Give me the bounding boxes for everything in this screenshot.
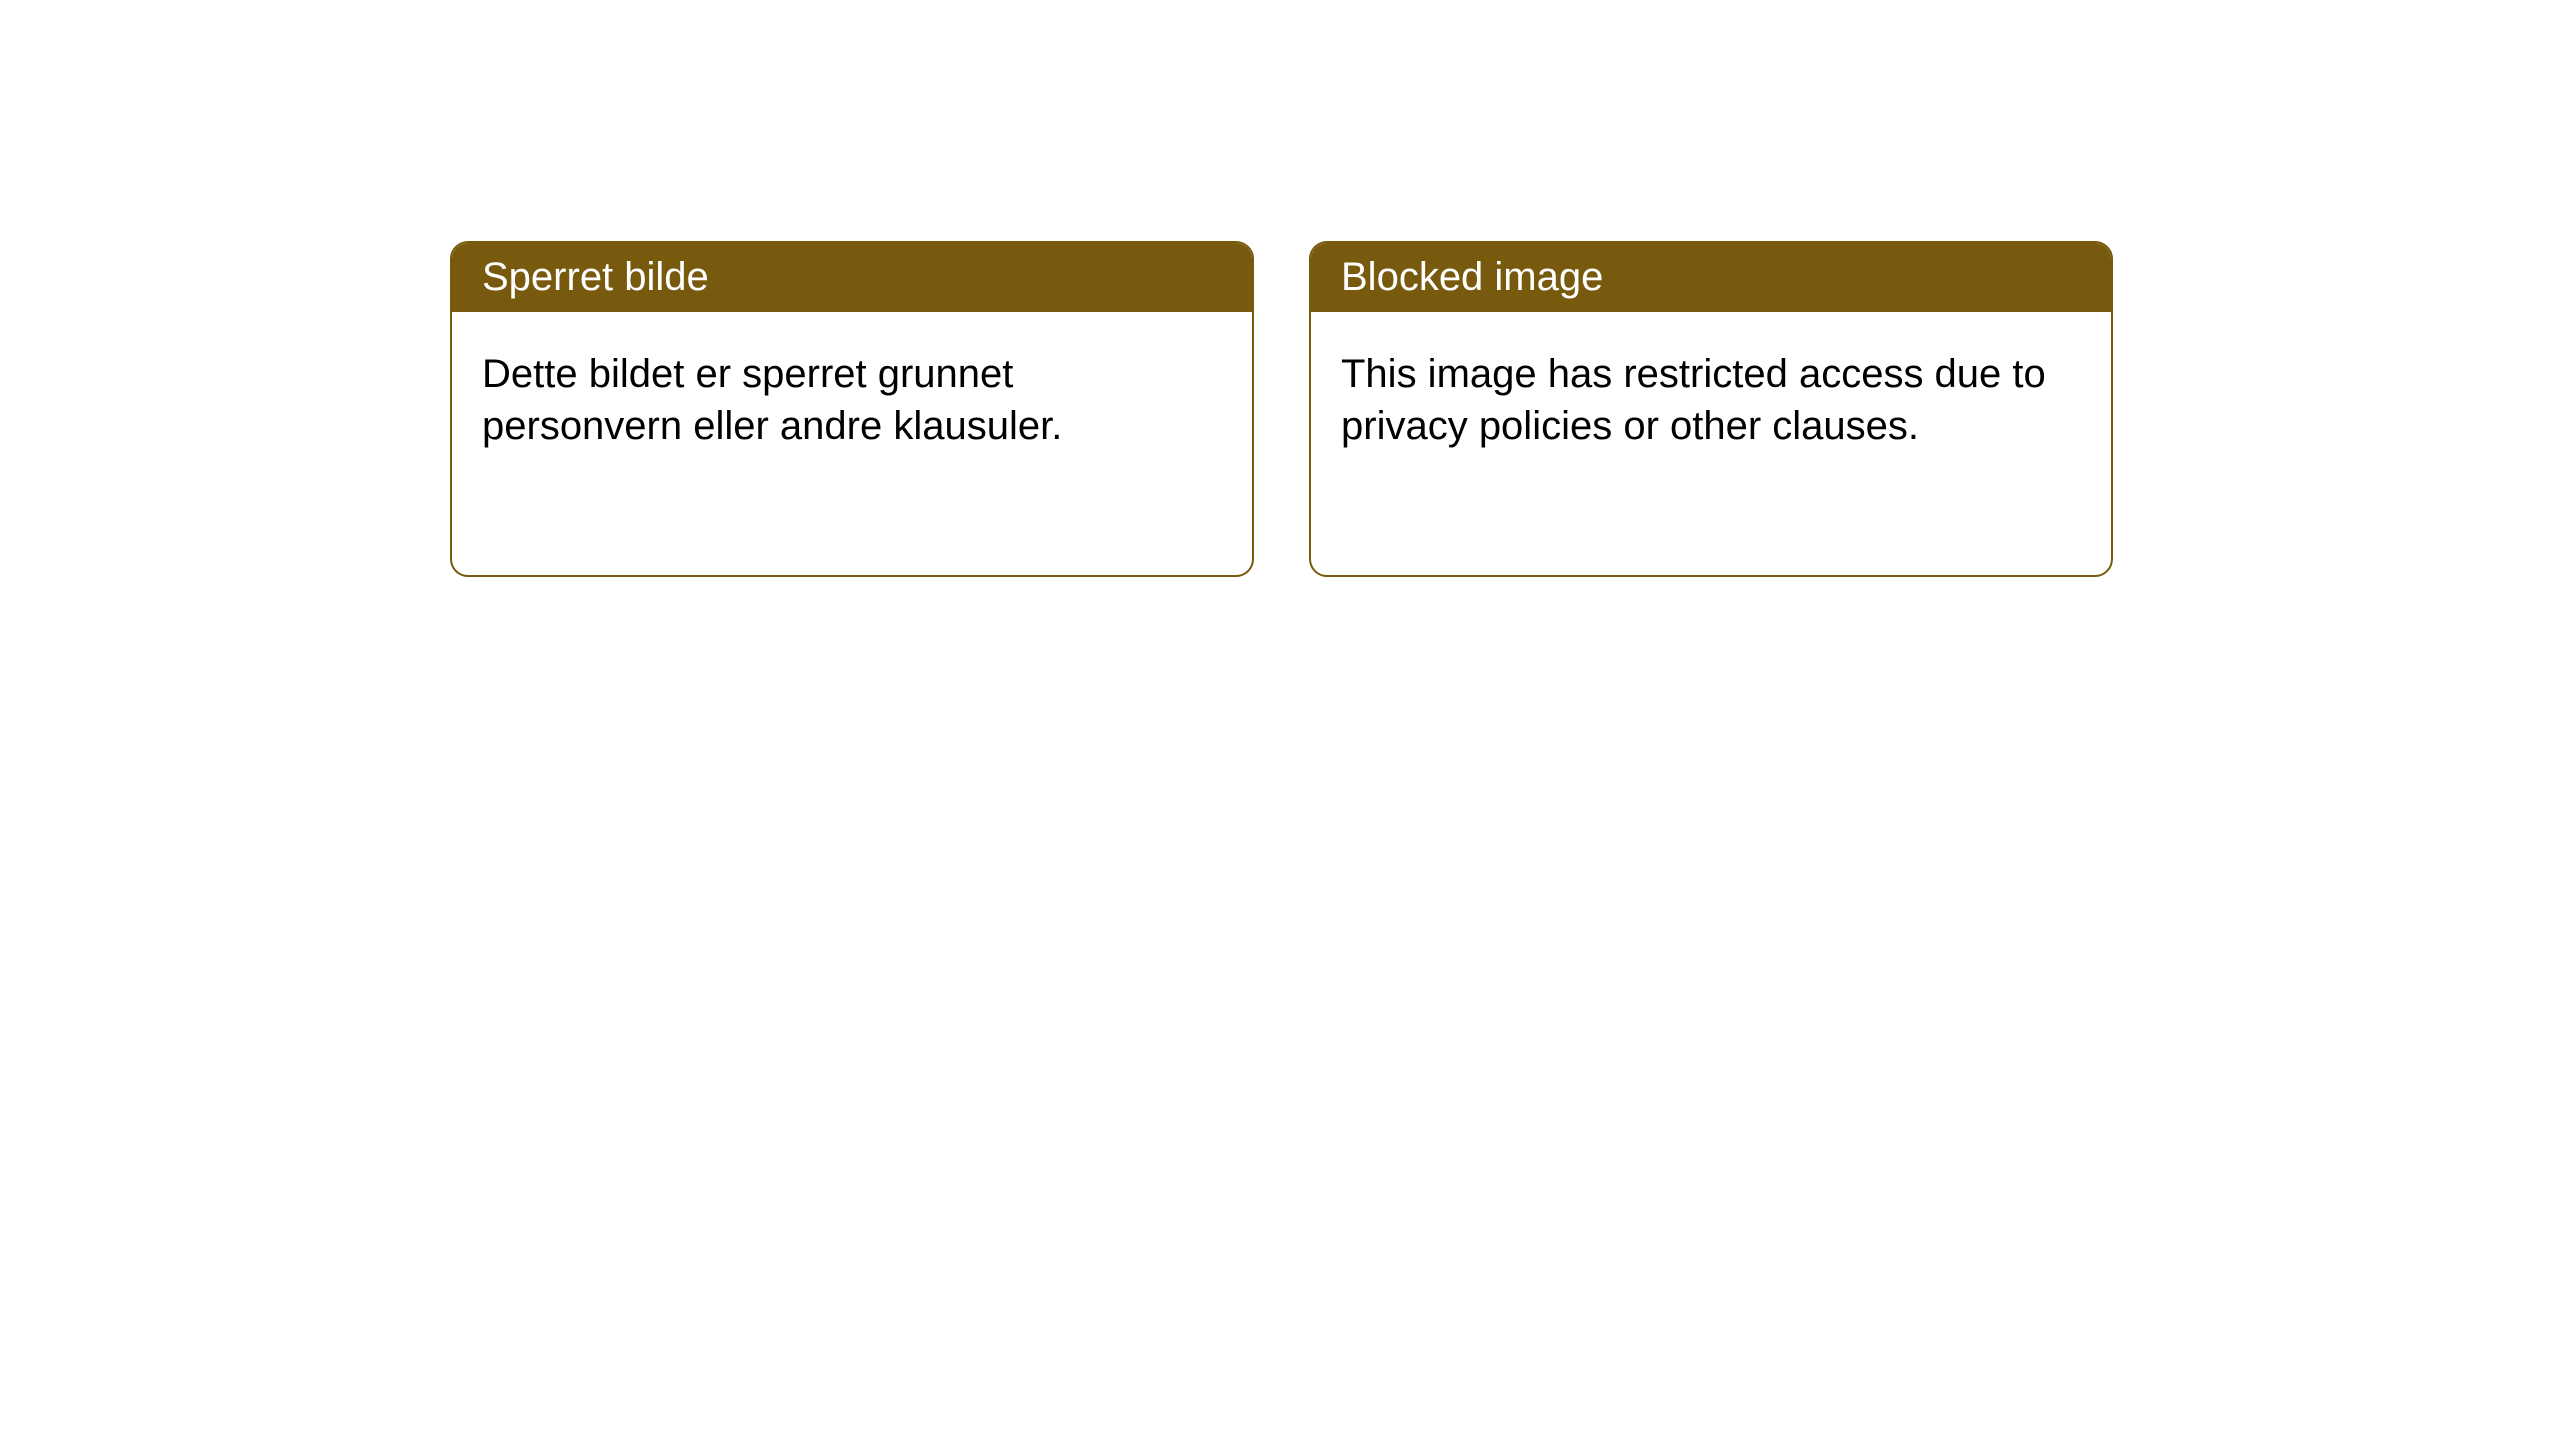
card-body-norwegian: Dette bildet er sperret grunnet personve… (452, 312, 1252, 488)
card-header-norwegian: Sperret bilde (452, 243, 1252, 312)
notice-card-english: Blocked image This image has restricted … (1309, 241, 2113, 577)
notice-cards-container: Sperret bilde Dette bildet er sperret gr… (450, 241, 2113, 577)
card-title-english: Blocked image (1341, 255, 1603, 299)
card-header-english: Blocked image (1311, 243, 2111, 312)
card-title-norwegian: Sperret bilde (482, 255, 709, 299)
card-text-english: This image has restricted access due to … (1341, 352, 2046, 448)
notice-card-norwegian: Sperret bilde Dette bildet er sperret gr… (450, 241, 1254, 577)
card-body-english: This image has restricted access due to … (1311, 312, 2111, 488)
card-text-norwegian: Dette bildet er sperret grunnet personve… (482, 352, 1062, 448)
